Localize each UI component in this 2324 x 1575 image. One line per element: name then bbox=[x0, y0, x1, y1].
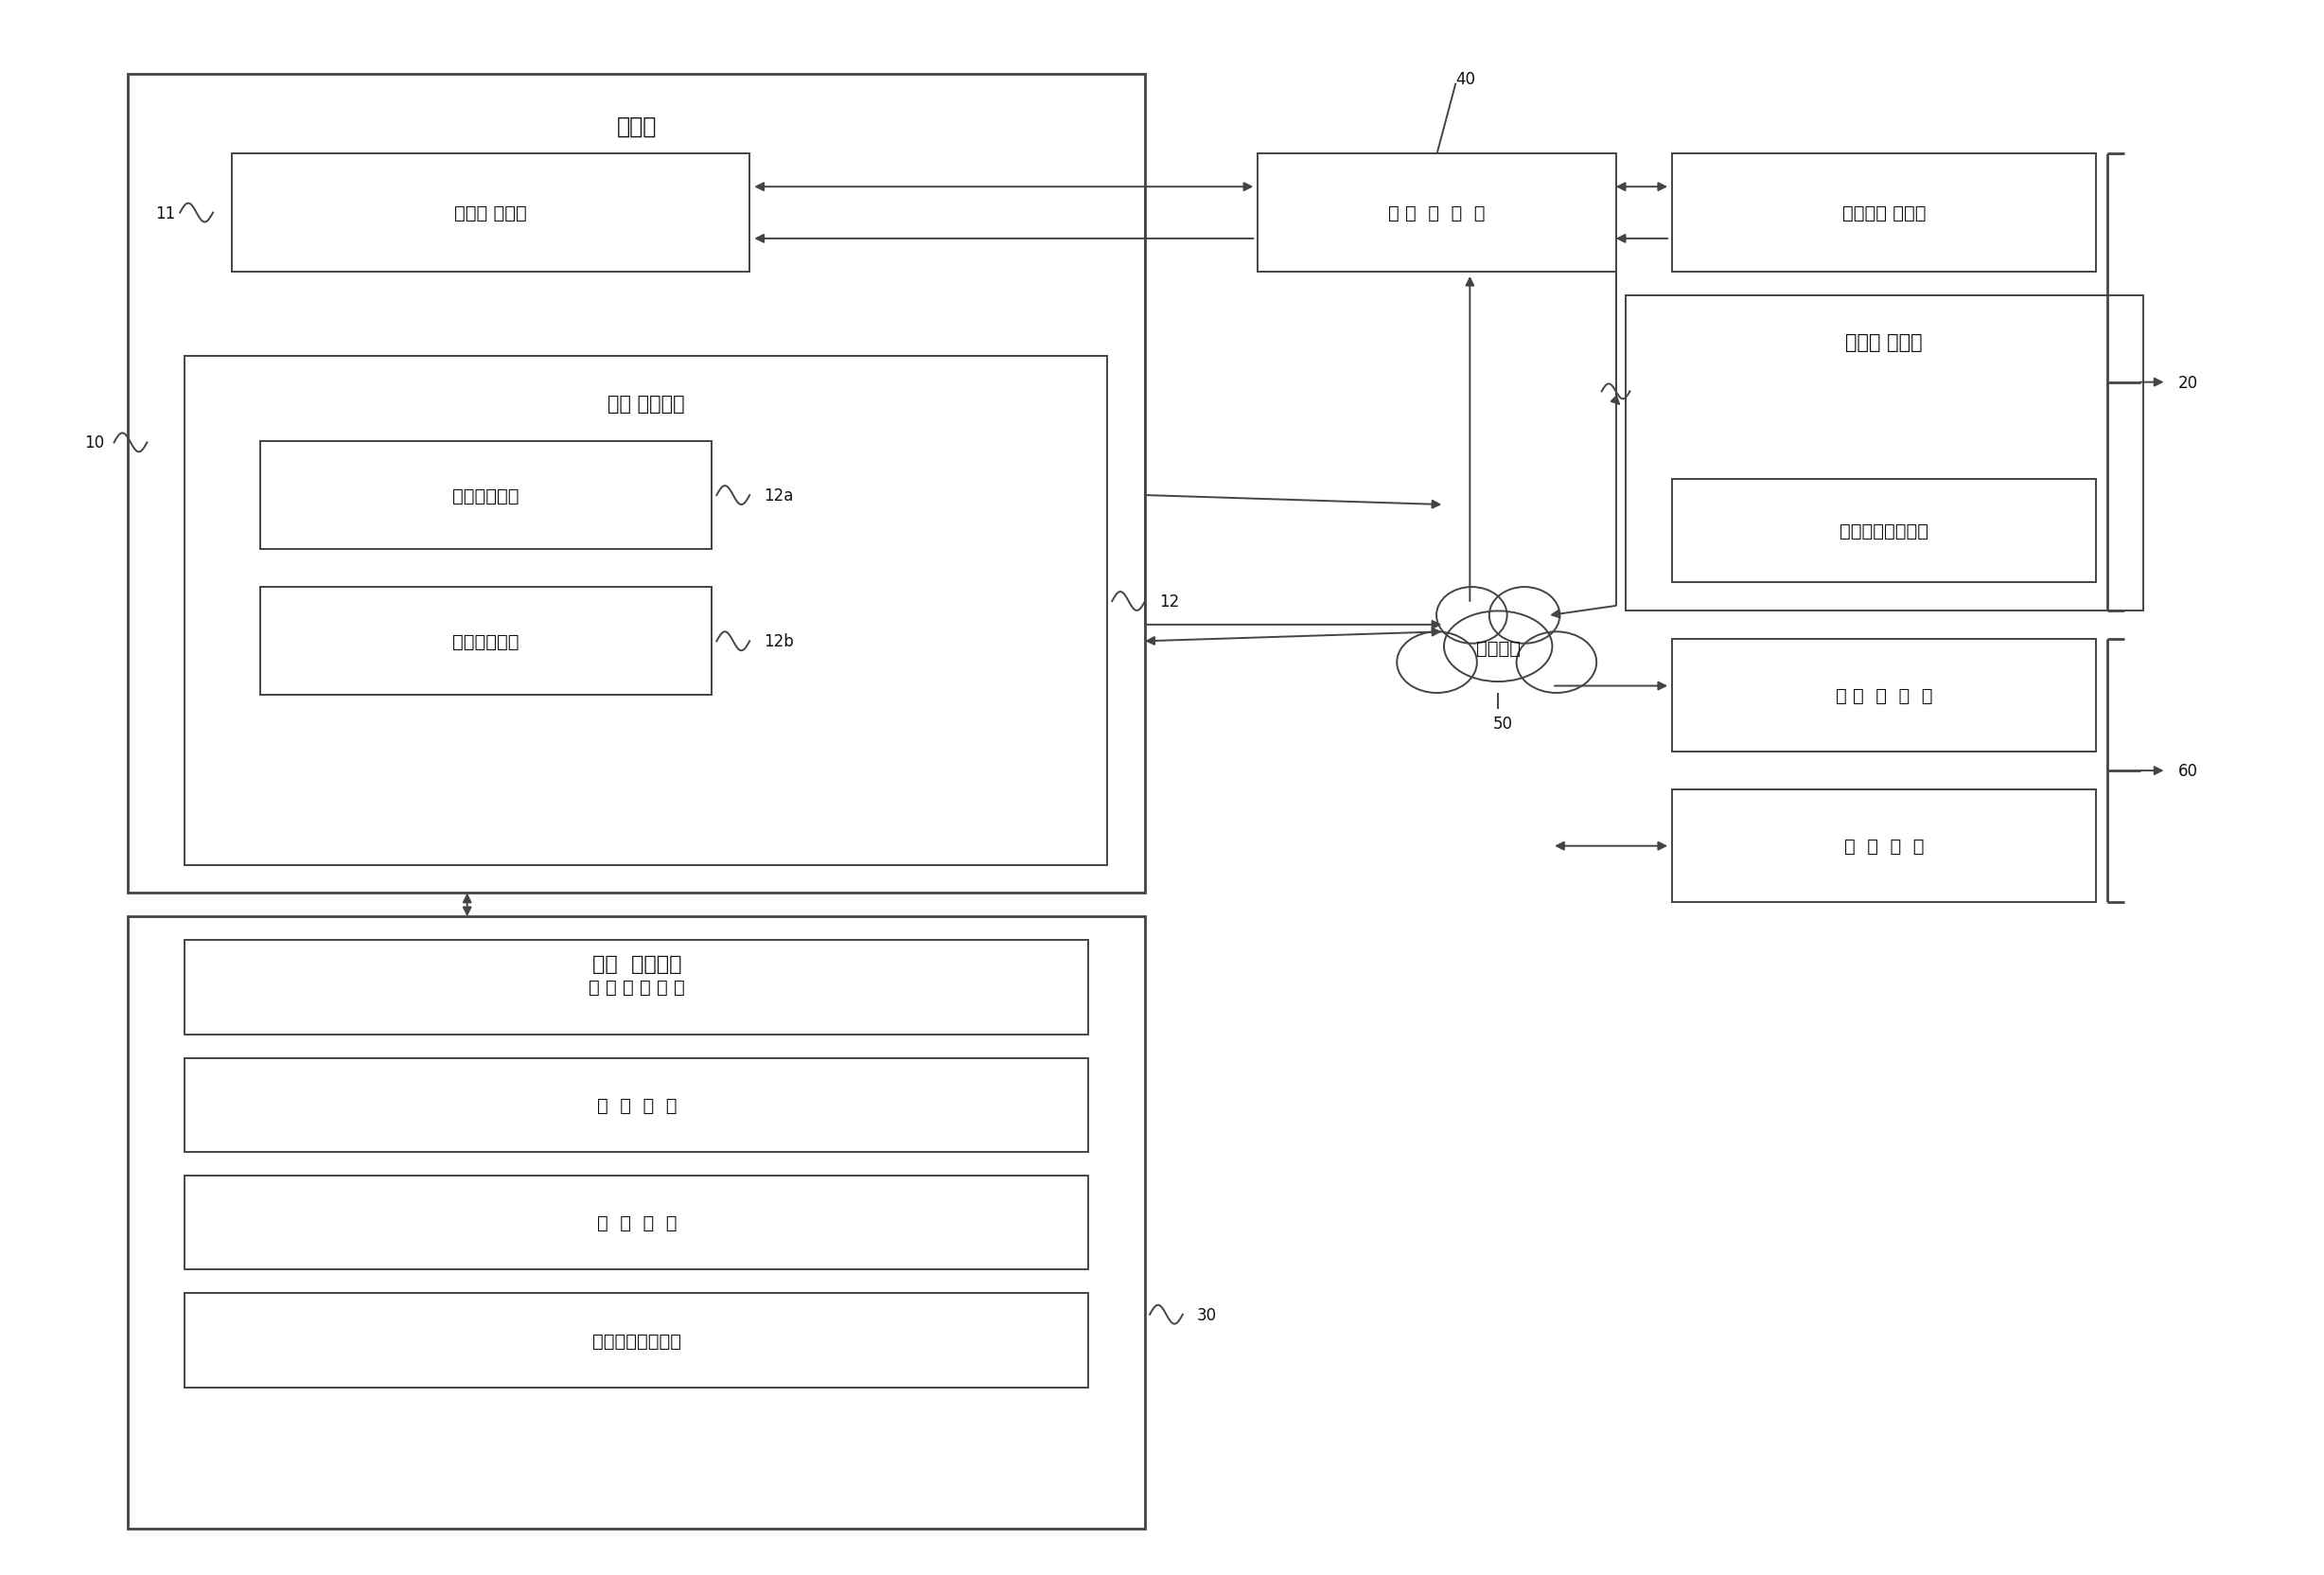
Bar bbox=[128, 74, 1146, 893]
Text: 중앙응급의료센타: 중앙응급의료센타 bbox=[593, 1331, 681, 1350]
Text: 50: 50 bbox=[1492, 715, 1513, 732]
Text: 30: 30 bbox=[1197, 1306, 1218, 1323]
Text: 의  사  협  회: 의 사 협 회 bbox=[597, 1096, 676, 1114]
Text: 응 급  구  조  대: 응 급 구 조 대 bbox=[1836, 687, 1934, 704]
Text: 휴대전화 단말기: 휴대전화 단말기 bbox=[1843, 205, 1927, 222]
Bar bbox=[128, 917, 1146, 1529]
Ellipse shape bbox=[1397, 632, 1478, 693]
Bar bbox=[260, 587, 711, 696]
Bar bbox=[1624, 296, 2143, 611]
Text: 의  료  기  관: 의 료 기 관 bbox=[1845, 838, 1924, 855]
Bar bbox=[1257, 154, 1615, 272]
Bar bbox=[1673, 639, 2096, 753]
Text: 40: 40 bbox=[1455, 71, 1476, 88]
Text: 10: 10 bbox=[84, 435, 105, 452]
Bar bbox=[184, 940, 1088, 1035]
Bar bbox=[1673, 479, 2096, 583]
Bar bbox=[184, 1177, 1088, 1269]
Bar bbox=[184, 1058, 1088, 1153]
Ellipse shape bbox=[1518, 632, 1597, 693]
Text: 병  원  협  회: 병 원 협 회 bbox=[597, 1214, 676, 1232]
Text: 20: 20 bbox=[2178, 375, 2199, 391]
Text: 60: 60 bbox=[2178, 762, 2199, 780]
Text: 유에스비드라이브: 유에스비드라이브 bbox=[1841, 521, 1929, 540]
Bar bbox=[184, 358, 1109, 865]
Text: 통 신  기  지  국: 통 신 기 지 국 bbox=[1387, 205, 1485, 222]
Text: 12: 12 bbox=[1160, 594, 1178, 610]
Ellipse shape bbox=[1490, 587, 1559, 644]
Bar bbox=[1673, 789, 2096, 902]
Bar bbox=[232, 154, 751, 272]
Text: 웹서버: 웹서버 bbox=[616, 115, 658, 137]
Ellipse shape bbox=[1443, 611, 1552, 682]
Text: 인터넷망: 인터넷망 bbox=[1476, 639, 1520, 658]
Text: 응 급 구 조 협 회: 응 급 구 조 협 회 bbox=[588, 978, 686, 997]
Text: 공인  인증기관: 공인 인증기관 bbox=[593, 954, 681, 973]
Text: 12a: 12a bbox=[765, 487, 792, 504]
Text: 11: 11 bbox=[156, 205, 174, 222]
Text: 데이터 베이스: 데이터 베이스 bbox=[456, 205, 528, 222]
Bar bbox=[1673, 154, 2096, 272]
Text: 지원 프로그램: 지원 프로그램 bbox=[607, 394, 686, 413]
Ellipse shape bbox=[1436, 587, 1506, 644]
Text: 차단정보영역: 차단정보영역 bbox=[453, 633, 518, 650]
Text: 개인용 컴퓨터: 개인용 컴퓨터 bbox=[1845, 334, 1922, 353]
Bar bbox=[260, 441, 711, 550]
Text: 공개정보영역: 공개정보영역 bbox=[453, 487, 518, 504]
Text: 12b: 12b bbox=[765, 633, 795, 650]
Bar bbox=[184, 1293, 1088, 1388]
